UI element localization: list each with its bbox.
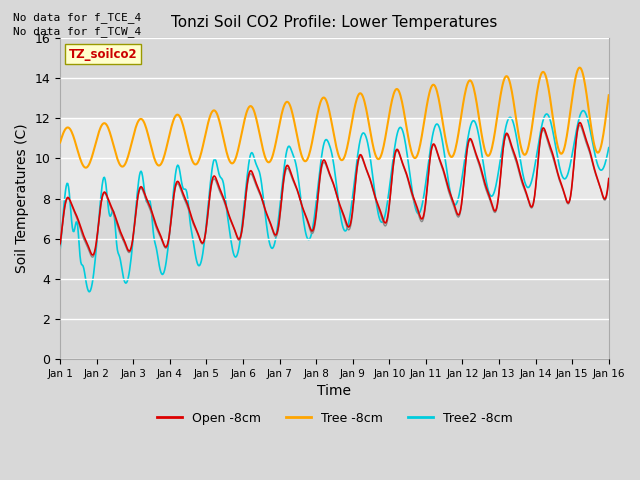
Text: No data for f_TCW_4: No data for f_TCW_4 [13,26,141,37]
Y-axis label: Soil Temperatures (C): Soil Temperatures (C) [15,124,29,273]
Text: No data for f_TCE_4: No data for f_TCE_4 [13,12,141,23]
Title: Tonzi Soil CO2 Profile: Lower Temperatures: Tonzi Soil CO2 Profile: Lower Temperatur… [172,15,498,30]
Bar [60,118,609,199]
Legend: Open -8cm, Tree -8cm, Tree2 -8cm: Open -8cm, Tree -8cm, Tree2 -8cm [152,407,517,430]
X-axis label: Time: Time [317,384,351,398]
Text: TZ_soilco2: TZ_soilco2 [68,48,137,61]
